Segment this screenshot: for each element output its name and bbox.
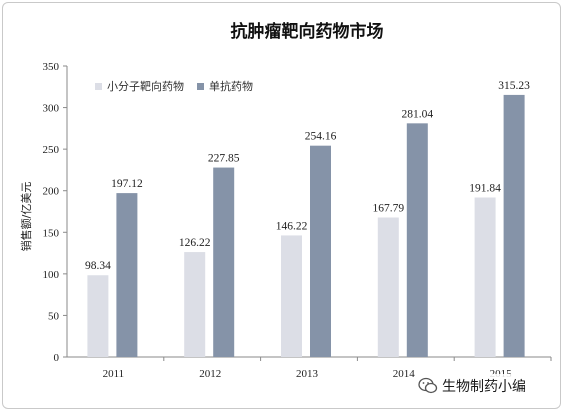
x-tick-label: 2012 <box>199 368 221 380</box>
y-tick-label: 350 <box>43 61 60 73</box>
x-tick-label: 2013 <box>296 368 319 380</box>
bar-small-molecule <box>474 197 496 357</box>
data-label: 281.04 <box>401 108 433 120</box>
y-tick-label: 0 <box>54 352 60 364</box>
legend-swatch <box>197 83 204 90</box>
data-label: 167.79 <box>372 202 404 214</box>
y-tick-label: 150 <box>43 227 60 239</box>
y-tick-label: 100 <box>43 269 60 281</box>
y-tick-label: 300 <box>43 103 60 115</box>
data-label: 126.22 <box>179 237 211 249</box>
data-label: 197.12 <box>111 178 143 190</box>
y-tick-label: 50 <box>48 310 60 322</box>
x-tick-label: 2014 <box>393 368 416 380</box>
watermark-text: 生物制药小编 <box>442 379 526 395</box>
data-label: 146.22 <box>276 220 308 232</box>
y-tick-label: 200 <box>43 186 60 198</box>
bar-antibody <box>503 94 525 358</box>
chart: 抗肿瘤靶向药物市场 0 50 100 150 200 250 300 350 销售额/亿美元 201… <box>19 21 552 380</box>
legend-label: 小分子靶向药物 <box>107 79 184 93</box>
data-label: 98.34 <box>85 260 111 272</box>
bar-antibody <box>213 167 235 357</box>
bar-antibody <box>310 145 331 357</box>
bar-small-molecule <box>377 217 399 357</box>
legend-label: 单抗药物 <box>209 79 253 93</box>
bar-antibody <box>116 193 138 357</box>
bar-small-molecule <box>281 235 302 357</box>
data-label: 191.84 <box>469 182 501 194</box>
wechat-icon <box>418 377 438 394</box>
x-tick-label: 2011 <box>103 368 125 380</box>
bar-small-molecule <box>87 275 109 357</box>
watermark: 生物制药小编 <box>418 374 558 398</box>
y-axis-label: 销售额/亿美元 <box>19 182 33 252</box>
bar-antibody <box>406 123 428 357</box>
legend-swatch <box>95 83 102 90</box>
y-tick-label: 250 <box>43 144 60 156</box>
bar-small-molecule <box>184 252 206 357</box>
data-label: 254.16 <box>305 131 337 143</box>
chart-title: 抗肿瘤靶向药物市场 <box>231 21 384 42</box>
data-label: 315.23 <box>498 80 530 92</box>
chart-frame: 抗肿瘤靶向药物市场 0 50 100 150 200 250 300 350 销售额/亿美元 201… <box>2 2 561 409</box>
data-label: 227.85 <box>208 153 240 165</box>
